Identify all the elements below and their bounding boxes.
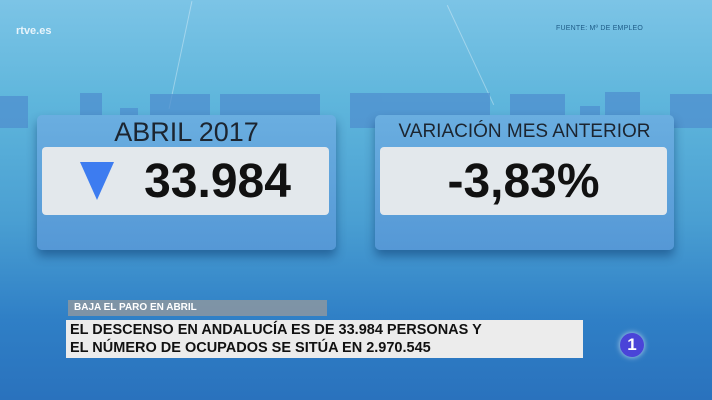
unemployment-drop-value: 33.984 <box>144 154 291 208</box>
month-header: ABRIL 2017 <box>114 117 259 147</box>
la1-channel-logo: 1 <box>620 333 644 357</box>
down-triangle-icon <box>80 162 115 200</box>
lower-third-headline: EL DESCENSO EN ANDALUCÍA ES DE 33.984 PE… <box>66 320 583 358</box>
month-panel: ABRIL 2017 33.984 <box>37 115 336 250</box>
variation-panel: VARIACIÓN MES ANTERIOR -3,83% <box>375 115 674 250</box>
month-value-box: 33.984 <box>42 147 329 215</box>
source-credit: FUENTE: Mº DE EMPLEO <box>556 25 644 32</box>
lower-third-label: BAJA EL PARO EN ABRIL <box>68 300 327 316</box>
headline-line-2: EL NÚMERO DE OCUPADOS SE SITÚA EN 2.970.… <box>70 340 431 356</box>
variation-value-box: -3,83% <box>380 147 667 215</box>
variation-header: VARIACIÓN MES ANTERIOR <box>398 121 651 142</box>
rtve-logo: rtve.es <box>16 25 52 37</box>
variation-value: -3,83% <box>447 154 600 208</box>
headline-line-1: EL DESCENSO EN ANDALUCÍA ES DE 33.984 PE… <box>70 322 482 338</box>
